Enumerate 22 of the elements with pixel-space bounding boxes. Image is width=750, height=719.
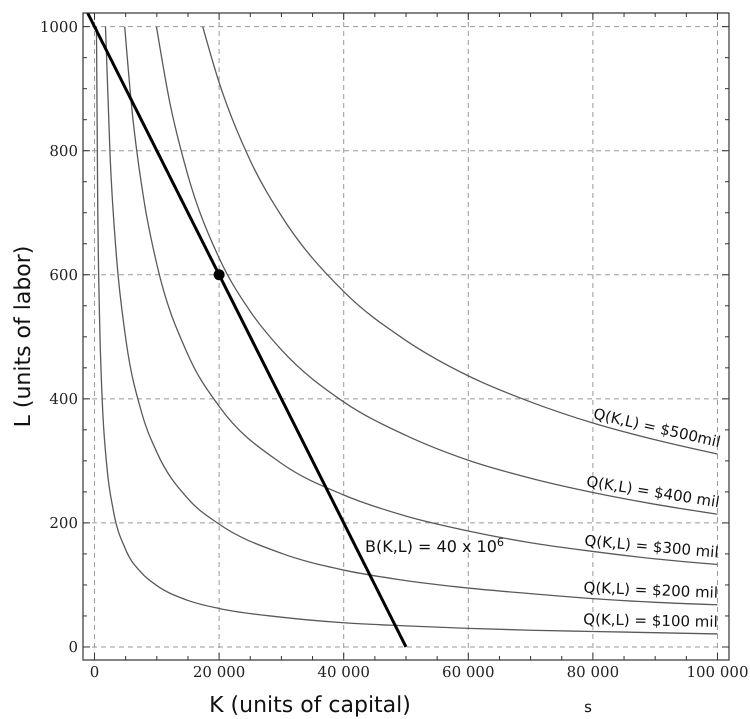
y-tick-label: 400 [49, 390, 78, 408]
x-axis-title: K (units of capital) [209, 693, 411, 718]
text: Q(K,L) = $300 mil [584, 532, 720, 562]
y-tick-label: 200 [49, 514, 78, 532]
x-tick-label: 20 000 [192, 663, 246, 681]
text: s [584, 698, 592, 716]
line-series [202, 26, 718, 455]
x-tick-label: 80 000 [566, 663, 620, 681]
y-tick-label: 800 [49, 142, 78, 160]
text: Q(K,L) = $500mil [592, 404, 722, 452]
x-tick-label: 0 [90, 663, 100, 681]
series-label: B(K,L) = 40 x 10$^{6}$ [365, 535, 504, 556]
y-axis-title: L (units of labor) [11, 246, 36, 428]
x-tick-label: 40 000 [317, 663, 370, 681]
y-tick-label: 1000 [40, 18, 78, 36]
y-tick-label: 0 [68, 638, 78, 656]
y-tick-label: 600 [49, 266, 78, 284]
series-label: Q(K,L) = $100 mil [583, 610, 718, 631]
series-label: Q(K,L) = $200 mil [583, 578, 718, 602]
x-tick-label: 60 000 [442, 663, 495, 681]
text: Q(K,L) = $400 mil [585, 472, 721, 512]
x-tick-label: 100 000 [686, 663, 748, 681]
